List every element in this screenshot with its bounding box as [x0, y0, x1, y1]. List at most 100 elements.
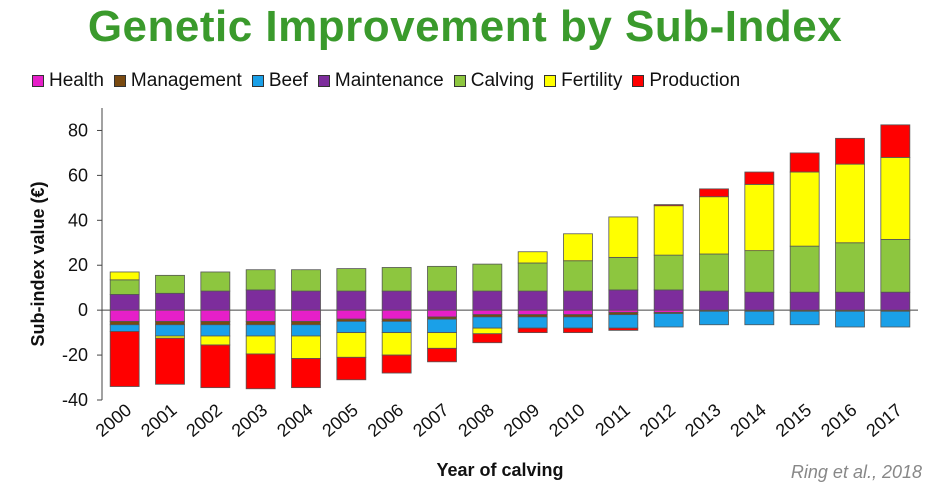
- legend-swatch: [251, 75, 264, 87]
- bar-maintenance-2008: [472, 290, 503, 311]
- bar-health-2001: [155, 309, 185, 322]
- y-axis-title: Sub-index value (€): [28, 181, 48, 346]
- bar-maintenance-2004: [291, 290, 321, 311]
- legend-swatch: [32, 75, 44, 87]
- x-tick-label: 2010: [545, 400, 589, 441]
- bar-health-2006: [381, 309, 412, 320]
- bar-maintenance-2005: [336, 290, 367, 311]
- legend-item-fertility: Fertility: [544, 70, 622, 92]
- bar-production-2010: [563, 327, 593, 334]
- bar-maintenance-2017: [880, 291, 911, 311]
- bar-calving-2004: [291, 269, 321, 292]
- legend-label: Management: [130, 70, 242, 91]
- y-tick-label: -40: [62, 390, 88, 410]
- bar-fertility-2016: [835, 163, 865, 244]
- chart-title: Genetic Improvement by Sub-Index: [87, 2, 843, 51]
- x-tick-label: 2005: [318, 400, 362, 441]
- bar-fertility-2004: [291, 335, 321, 359]
- legend-item-production: Production: [632, 70, 740, 92]
- bar-health-2000: [109, 309, 140, 322]
- bar-health-2009: [517, 309, 548, 316]
- bar-calving-2011: [608, 256, 639, 291]
- x-tick-label: 2016: [817, 400, 861, 441]
- y-tick-label: 60: [68, 165, 88, 185]
- bar-calving-2012: [653, 254, 684, 291]
- bar-management-2001: [155, 320, 185, 326]
- legend-item-management: Management: [113, 70, 242, 92]
- x-tick-label: 2008: [454, 400, 498, 441]
- bar-maintenance-2006: [381, 290, 412, 311]
- chart-legend: Health Management Beef Maintenance Calving Fe…: [32, 70, 750, 92]
- bar-production-2002: [200, 344, 231, 389]
- bar-maintenance-2007: [427, 290, 457, 311]
- bar-beef-2010: [563, 316, 593, 329]
- bar-production-2009: [517, 327, 548, 334]
- bar-fertility-2013: [699, 196, 729, 255]
- x-tick-label: 2003: [228, 400, 272, 441]
- bar-beef-2006: [381, 320, 412, 334]
- bar-management-2000: [109, 320, 140, 326]
- bar-maintenance-2011: [608, 289, 639, 311]
- bar-calving-2013: [699, 253, 729, 292]
- x-tick-label: 2007: [409, 400, 453, 441]
- legend-swatch: [632, 75, 645, 87]
- x-tick-label: 2009: [500, 400, 544, 441]
- bar-fertility-2002: [200, 335, 231, 346]
- legend-swatch: [317, 75, 330, 87]
- bar-calving-2007: [427, 265, 457, 292]
- bar-calving-2015: [789, 245, 820, 293]
- x-tick-label: 2000: [92, 400, 136, 441]
- bar-production-2001: [155, 337, 185, 385]
- bar-health-2010: [563, 309, 593, 316]
- bar-production-2004: [291, 358, 321, 389]
- bar-fertility-2011: [608, 216, 639, 258]
- bar-beef-2015: [789, 310, 820, 326]
- legend-label: Calving: [470, 70, 535, 91]
- bar-calving-2003: [245, 269, 276, 291]
- y-tick-label: 80: [68, 120, 88, 140]
- bar-calving-2014: [744, 250, 775, 293]
- bar-calving-2010: [563, 260, 593, 292]
- bar-calving-2002: [200, 271, 231, 292]
- citation: Ring et al., 2018: [790, 462, 922, 482]
- bar-fertility-2008: [472, 327, 503, 335]
- bar-production-2011: [608, 327, 639, 331]
- bar-maintenance-2016: [835, 291, 865, 311]
- bar-fertility-2015: [789, 171, 820, 247]
- bar-beef-2013: [699, 310, 729, 326]
- legend-swatch: [453, 75, 466, 87]
- x-tick-label: 2002: [182, 400, 226, 441]
- bar-fertility-2009: [517, 251, 548, 264]
- bar-maintenance-2002: [200, 290, 231, 311]
- bar-management-2003: [245, 320, 276, 326]
- bar-calving-2008: [472, 263, 503, 292]
- x-tick-label: 2015: [772, 400, 816, 441]
- bar-health-2005: [336, 309, 367, 320]
- legend-label: Fertility: [561, 70, 623, 91]
- bar-health-2007: [427, 309, 457, 318]
- bar-maintenance-2013: [699, 290, 729, 311]
- bar-fertility-2000: [109, 271, 140, 281]
- legend-item-maintenance: Maintenance: [317, 70, 444, 92]
- x-tick-label: 2014: [726, 400, 770, 441]
- bar-beef-2001: [155, 324, 185, 337]
- bar-maintenance-2015: [789, 291, 820, 311]
- bar-production-2007: [427, 347, 457, 363]
- bar-production-2015: [789, 152, 820, 173]
- bar-maintenance-2009: [517, 290, 548, 311]
- x-tick-label: 2001: [137, 400, 181, 441]
- bar-production-2005: [336, 356, 367, 381]
- bar-production-2013: [699, 188, 729, 198]
- x-axis-title: Year of calving: [436, 460, 563, 480]
- bar-beef-2007: [427, 318, 457, 334]
- bar-fertility-2017: [880, 157, 911, 240]
- bar-beef-2002: [200, 324, 231, 337]
- bar-calving-2017: [880, 238, 911, 293]
- x-tick-label: 2013: [681, 400, 725, 441]
- bar-beef-2011: [608, 314, 639, 329]
- bar-beef-2005: [336, 320, 367, 334]
- bar-health-2003: [245, 309, 276, 322]
- bar-maintenance-2010: [563, 290, 593, 311]
- bar-production-2014: [744, 171, 775, 185]
- bar-calving-2009: [517, 262, 548, 292]
